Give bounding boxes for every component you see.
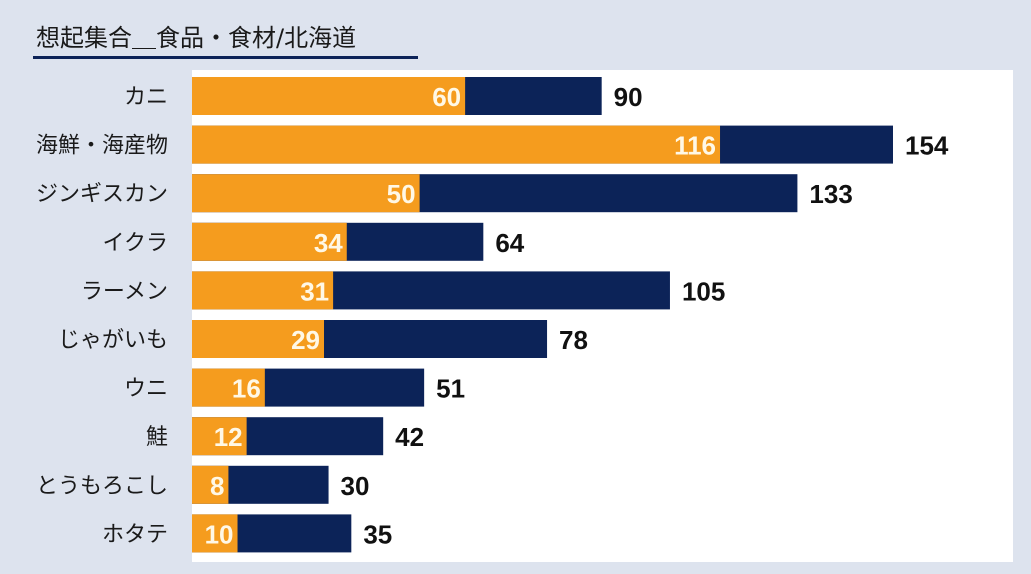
category-label: とうもろこし [36,474,168,499]
data-label-total: 35 [363,519,392,549]
data-label-total: 64 [495,228,524,258]
bar-sub [192,368,265,407]
bar-sub [192,125,721,164]
data-label-total: 42 [395,422,424,452]
category-label: イクラ [102,231,168,256]
title-underline [33,56,418,59]
bar-sub [192,222,347,261]
bar-sub [192,77,466,115]
data-label-sub: 50 [387,179,416,209]
category-label: 鮭 [146,425,168,450]
data-label-sub: 8 [210,471,224,501]
data-label-total: 90 [614,82,643,112]
data-label-total: 133 [809,179,852,209]
bar-sub [192,271,334,310]
data-label-sub: 31 [300,276,329,306]
bar-sub [192,174,420,213]
category-label: カニ [124,85,168,110]
bar-sub [192,465,229,504]
data-label-sub: 12 [214,422,243,452]
category-label: ジンギスカン [36,182,168,207]
data-label-sub: 29 [291,325,320,355]
category-label: ラーメン [81,279,168,304]
category-label: ウニ [124,377,168,402]
category-label: ホタテ [102,522,168,547]
data-label-sub: 60 [432,82,461,112]
data-label-total: 105 [682,276,725,306]
data-label-total: 78 [559,325,588,355]
data-label-total: 154 [905,131,949,161]
bar-sub [192,514,238,553]
data-label-sub: 10 [205,519,234,549]
category-label: じゃがいも [58,328,168,353]
data-label-sub: 116 [674,131,716,161]
data-label-total: 30 [341,471,370,501]
data-label-sub: 34 [314,228,343,258]
chart-title: 想起集合＿食品・食材/北海道 [36,24,357,52]
data-label-total: 51 [436,374,465,404]
category-label: 海鮮・海産物 [36,134,168,159]
data-label-sub: 16 [232,374,261,404]
bar-sub [192,320,325,358]
bar-sub [192,417,247,456]
